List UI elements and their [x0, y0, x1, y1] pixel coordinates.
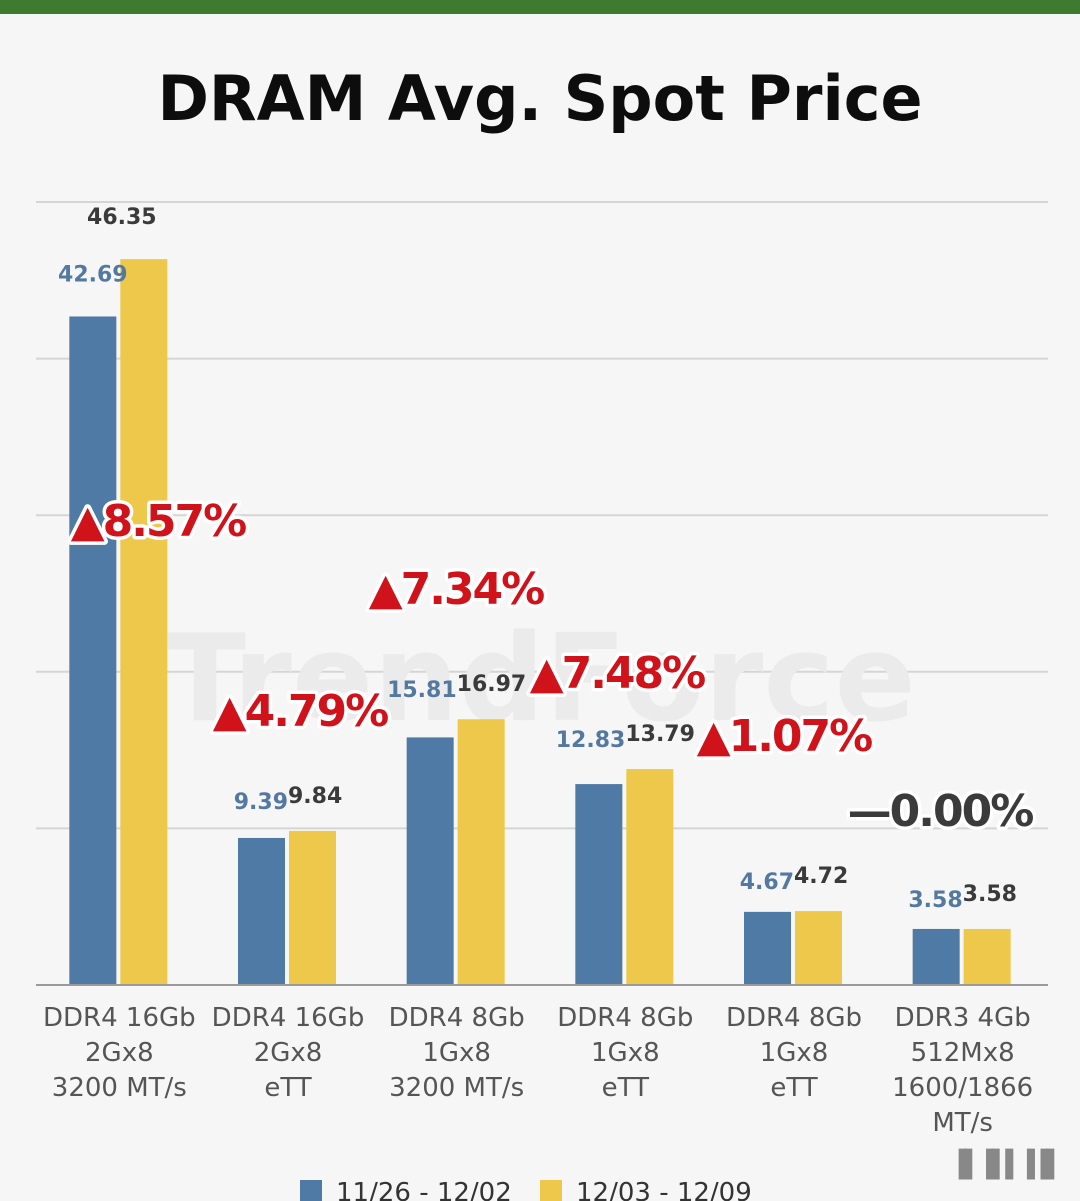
percent-change-label: —0.00% [848, 786, 1034, 837]
percent-change-label: ▲7.34% [369, 564, 544, 615]
category-label: 1600/1866 [892, 1073, 1033, 1103]
category-label: 3200 MT/s [389, 1073, 524, 1103]
category-label: 2Gx8 [254, 1038, 323, 1068]
category-label: 1Gx8 [422, 1038, 491, 1068]
category-label: eTT [602, 1073, 649, 1103]
bar-series0 [575, 784, 623, 985]
category-label: 512Mx8 [911, 1038, 1015, 1068]
bar-series1 [626, 769, 674, 985]
top-accent-bar [0, 0, 1080, 14]
category-label: DDR4 16Gb [43, 1003, 196, 1033]
value-label-series0: 3.58 [908, 888, 962, 913]
legend-label-series1: 12/03 - 12/09 [576, 1178, 752, 1201]
bar-series0 [406, 737, 454, 985]
bar-series1 [457, 719, 505, 985]
value-label-series1: 13.79 [625, 722, 695, 747]
bar-series0 [744, 911, 791, 985]
percent-change-label: ▲7.48% [530, 648, 705, 699]
value-label-series0: 15.81 [387, 678, 457, 703]
category-label: DDR4 8Gb [726, 1003, 862, 1033]
legend-label-series0: 11/26 - 12/02 [336, 1178, 512, 1201]
category-label: DDR4 16Gb [212, 1003, 365, 1033]
bar-series1 [963, 928, 1011, 985]
value-label-series0: 12.83 [556, 728, 626, 753]
category-label: eTT [770, 1073, 817, 1103]
bar-series0 [238, 837, 285, 985]
bar-series1 [289, 830, 336, 985]
value-label-series0: 42.69 [58, 262, 128, 287]
value-label-series0: 4.67 [740, 870, 794, 895]
category-label: DDR4 8Gb [557, 1003, 693, 1033]
value-label-series1: 9.84 [288, 784, 342, 809]
category-label: DDR3 4Gb [895, 1003, 1031, 1033]
value-label-series1: 3.58 [963, 882, 1017, 907]
category-label: 2Gx8 [85, 1038, 154, 1068]
category-label: 1Gx8 [760, 1038, 829, 1068]
percent-change-label: ▲8.57% [71, 496, 246, 547]
bar-series0 [912, 928, 960, 985]
chart-title: DRAM Avg. Spot Price [157, 62, 923, 135]
category-label: eTT [264, 1073, 311, 1103]
watermark-text: TrendForce [164, 610, 916, 749]
bar-series1 [120, 259, 168, 985]
value-label-series0: 9.39 [234, 790, 288, 815]
percent-change-label: ▲1.07% [697, 711, 872, 762]
legend-swatch-series1 [540, 1180, 562, 1201]
bar-series0 [69, 316, 117, 985]
value-label-series1: 4.72 [794, 864, 848, 889]
category-label: MT/s [932, 1108, 993, 1138]
bar-series1 [795, 911, 842, 985]
category-label: DDR4 8Gb [389, 1003, 525, 1033]
watermark-glyphs: ▐▌▐▌▌▐▐▌ [950, 1150, 1062, 1180]
category-label: 3200 MT/s [52, 1073, 187, 1103]
value-label-series1: 46.35 [87, 205, 157, 230]
value-label-series1: 16.97 [457, 672, 527, 697]
percent-change-label: ▲4.79% [213, 686, 388, 737]
legend-swatch-series0 [300, 1180, 322, 1201]
category-label: 1Gx8 [591, 1038, 660, 1068]
